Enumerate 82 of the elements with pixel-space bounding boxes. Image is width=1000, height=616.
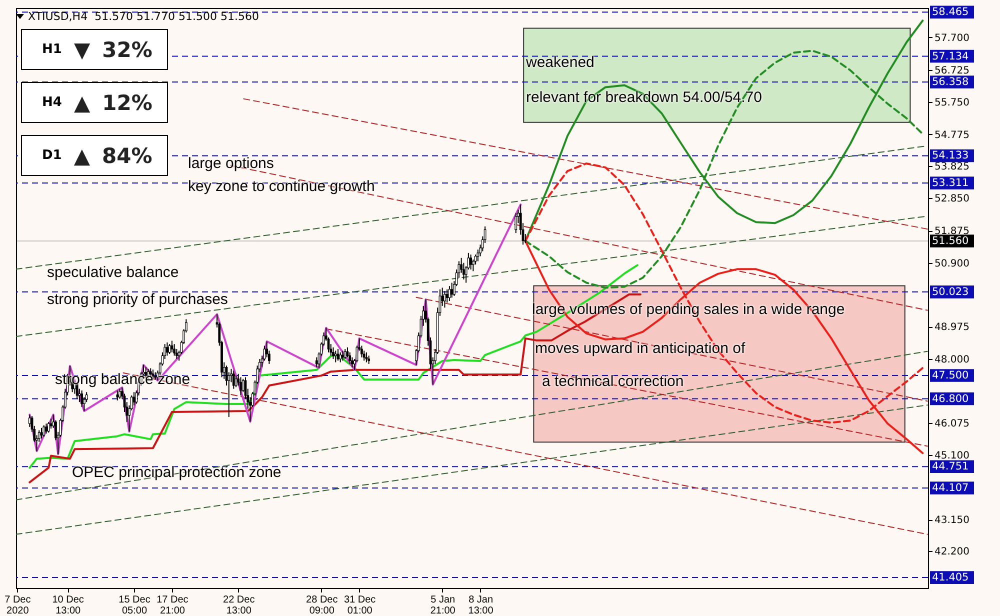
candlestick (470, 254, 472, 270)
x-tick-label: 8 Jan 13:00 (468, 594, 494, 616)
ref-line-label: 44.751 (932, 460, 969, 473)
candlestick (514, 212, 518, 234)
ref-line-label: 51.560 (932, 234, 969, 247)
y-tick-label: 50.900 (934, 258, 970, 270)
candlestick (339, 352, 342, 363)
annotation: key zone to continue growth (188, 178, 375, 195)
annotation: strong priority of purchases (47, 291, 228, 308)
ref-line-label: 53.311 (932, 176, 969, 189)
candlestick (365, 352, 368, 363)
candlestick (450, 282, 454, 298)
y-tick-label: 46.075 (934, 418, 970, 430)
line-series (28, 204, 522, 456)
y-tick-label: 54.775 (934, 130, 970, 141)
x-tick-label: 7 Dec 2020 (4, 594, 31, 616)
x-tick-label: 17 Dec 21:00 (156, 594, 188, 616)
x-tick-label: 10 Dec 13:00 (52, 594, 84, 616)
candlestick (166, 342, 168, 356)
y-tick-label: 56.725 (934, 65, 970, 76)
candlestick (42, 424, 46, 438)
candlestick (444, 290, 446, 308)
candlestick (446, 288, 448, 304)
candlestick (173, 344, 176, 356)
signal-panel: H1 ▼ 32% (21, 29, 168, 70)
annotation: H1 ▼ 32% (42, 38, 152, 62)
y-tick-label: 57.700 (934, 32, 970, 44)
candlestick (232, 370, 235, 390)
candlestick (170, 340, 174, 353)
annotation: H4 ▲ 12% (42, 90, 152, 114)
candlestick (342, 350, 344, 362)
ref-line-label: 56.358 (932, 76, 969, 88)
candlestick (240, 376, 242, 396)
annotation: speculative balance (47, 264, 179, 281)
annotation: weakened (526, 54, 594, 71)
candlestick (315, 356, 318, 368)
x-tick-label: 15 Dec 05:00 (118, 594, 150, 616)
candlestick (334, 350, 337, 363)
candlestick (462, 262, 465, 280)
annotation: OPEC principal protection zone (72, 464, 282, 481)
candlestick (135, 390, 138, 404)
y-tick-label: 53.825 (934, 161, 970, 172)
annotation: D1 ▲ 84% (42, 144, 152, 168)
x-tick-label: 22 Dec 13:00 (223, 594, 255, 616)
candlestick (344, 348, 346, 360)
y-tick-label: 42.200 (934, 546, 970, 558)
candlestick (47, 421, 50, 434)
candlestick (45, 423, 48, 434)
ref-line-label: 50.023 (932, 286, 969, 298)
y-tick-label: 48.975 (934, 322, 970, 334)
candlestick (78, 388, 81, 403)
y-tick-label: 48.000 (934, 354, 970, 366)
candlestick (348, 352, 352, 364)
y-tick-label: 43.150 (934, 515, 970, 526)
annotation: large options (188, 155, 274, 172)
chart-title: XTIUSD,H4 51.570 51.770 51.500 51.560 (28, 10, 260, 23)
candlestick (351, 356, 354, 368)
ref-line-label: 57.134 (932, 50, 970, 62)
candlestick (336, 348, 340, 362)
candlestick (118, 388, 121, 400)
x-tick-label: 31 Dec 01:00 (344, 594, 376, 616)
x-tick-label: 5 Jan 21:00 (430, 594, 456, 616)
candlestick (50, 418, 52, 430)
candlestick (116, 390, 119, 401)
signal-panel: H4 ▲ 12% (21, 82, 168, 123)
candlestick (80, 390, 84, 408)
ref-line-label: 44.107 (932, 482, 969, 494)
candlestick (40, 427, 43, 440)
ref-line-label: 47.500 (932, 370, 969, 382)
candlestick (332, 346, 334, 360)
ref-line-label: 58.465 (932, 6, 969, 18)
annotation: a technical correction (542, 373, 684, 390)
ref-line-label: 46.800 (932, 392, 969, 405)
candlestick (168, 344, 171, 355)
ref-line-label: 54.133 (932, 150, 969, 162)
ref-line-label: 41.405 (932, 572, 969, 584)
y-tick-label: 45.100 (934, 450, 970, 462)
signal-panel: D1 ▲ 84% (21, 135, 168, 176)
y-tick-label: 55.750 (934, 98, 970, 109)
y-tick-label: 51.875 (934, 226, 970, 238)
x-tick-label: 28 Dec 09:00 (306, 594, 338, 616)
y-tick-label: 52.850 (934, 194, 970, 205)
